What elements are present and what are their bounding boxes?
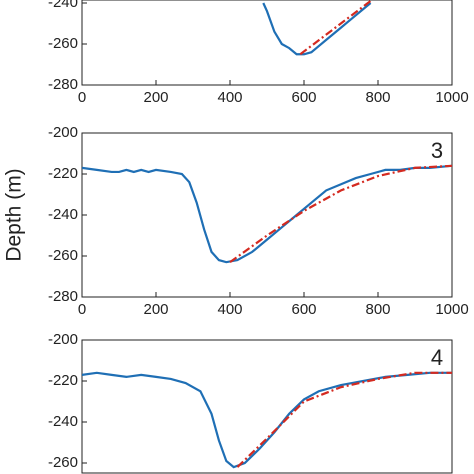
y-tick-label: -280 xyxy=(48,76,78,93)
x-tick-label: 600 xyxy=(291,89,316,106)
y-tick-label: -240 xyxy=(48,413,78,430)
series-line xyxy=(82,371,452,469)
plot-area xyxy=(82,371,452,469)
y-tick-label: -240 xyxy=(48,206,78,223)
y-tick-label: -200 xyxy=(48,331,78,348)
panel-label: 3 xyxy=(431,138,443,163)
plot-frame xyxy=(81,0,453,86)
x-tick-label: 800 xyxy=(365,89,390,106)
y-tick-label: -280 xyxy=(48,288,78,305)
y-tick-label: -220 xyxy=(48,165,78,182)
x-tick-label: 200 xyxy=(143,89,168,106)
x-tick-label: 1000 xyxy=(435,301,468,318)
y-tick-label: -260 xyxy=(48,247,78,264)
plot-frame xyxy=(81,132,453,298)
plot-area xyxy=(262,0,372,56)
panel-label: 4 xyxy=(431,345,443,370)
x-tick-label: 400 xyxy=(217,301,242,318)
y-tick-label: -200 xyxy=(48,124,78,141)
series-line xyxy=(262,2,372,56)
y-tick-label: -260 xyxy=(48,454,78,471)
series-line xyxy=(236,371,452,468)
plot-frame xyxy=(81,339,453,474)
y-tick-label: -240 xyxy=(48,0,78,11)
y-tick-label: -260 xyxy=(48,35,78,52)
series-line xyxy=(229,164,452,264)
x-tick-label: 1000 xyxy=(435,89,468,106)
x-tick-label: 800 xyxy=(365,301,390,318)
x-tick-label: 600 xyxy=(291,301,316,318)
x-tick-label: 0 xyxy=(78,89,86,106)
series-line xyxy=(299,0,372,56)
y-axis-label: Depth (m) xyxy=(3,168,26,261)
x-tick-label: 0 xyxy=(78,301,86,318)
series-line xyxy=(82,164,452,264)
y-tick-label: -220 xyxy=(48,372,78,389)
x-tick-label: 400 xyxy=(217,89,242,106)
plot-area xyxy=(82,164,452,264)
x-tick-label: 200 xyxy=(143,301,168,318)
